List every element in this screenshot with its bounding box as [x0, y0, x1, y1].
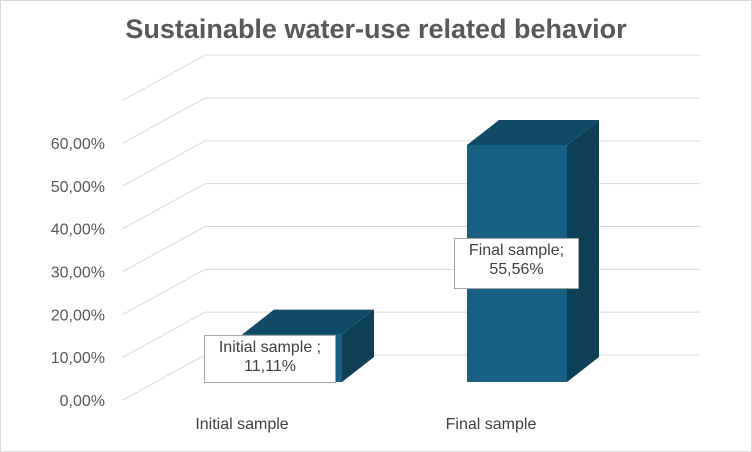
data-label-line: Final sample;	[468, 242, 565, 259]
gridline-diagonal	[122, 311, 206, 358]
gridline-diagonal	[122, 354, 206, 401]
data-label-line: Initial sample ;	[218, 339, 322, 356]
gridline-diagonal	[122, 140, 206, 187]
chart-title: Sustainable water-use related behavior	[125, 14, 627, 44]
data-label-line: 11,11%	[244, 358, 296, 375]
y-tick-label: 20,00%	[51, 307, 105, 324]
y-tick-label: 10,00%	[51, 350, 105, 367]
bar-top	[467, 120, 599, 145]
y-tick-label: 60,00%	[51, 136, 105, 153]
gridline-diagonal	[122, 268, 206, 315]
bar-top	[242, 309, 374, 335]
y-tick-label: 0,00%	[60, 393, 105, 410]
x-tick-label: Initial sample	[195, 416, 288, 433]
y-tick-label: 50,00%	[51, 179, 105, 196]
y-tick-label: 40,00%	[51, 222, 105, 239]
gridline-diagonal	[122, 183, 206, 230]
data-label: Initial sample ; 11,11%	[204, 335, 336, 383]
y-tick-label: 30,00%	[51, 265, 105, 282]
gridline-diagonal	[122, 54, 206, 101]
data-label-line: 55,56%	[489, 261, 544, 278]
gridline-diagonal	[122, 97, 206, 144]
x-tick-label: Final sample	[446, 416, 537, 433]
bar-side	[342, 309, 374, 382]
data-label: Final sample; 55,56%	[454, 238, 579, 289]
bar-side	[567, 120, 599, 382]
gridline-diagonal	[122, 226, 206, 272]
